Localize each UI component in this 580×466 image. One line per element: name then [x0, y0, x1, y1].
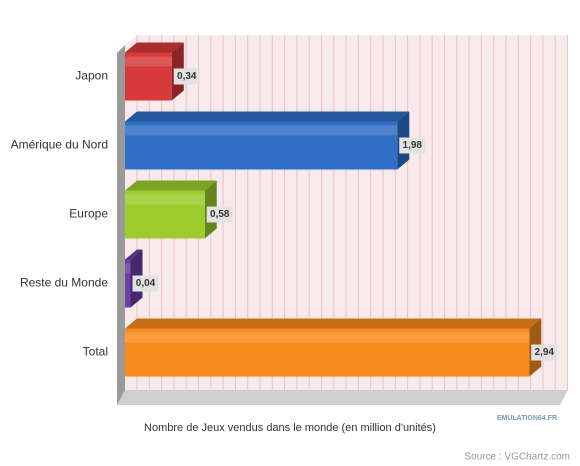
value-label: 1,98 — [403, 140, 423, 151]
bar-top-shade — [125, 318, 542, 329]
bar — [125, 259, 131, 308]
category-label: Reste du Monde — [20, 276, 108, 290]
value-label-box — [206, 206, 233, 223]
bar — [125, 121, 398, 170]
value-label-box — [399, 137, 426, 154]
floor — [117, 390, 568, 405]
bar-highlight — [125, 56, 172, 67]
value-label: 0,34 — [177, 71, 197, 82]
category-label: Europe — [69, 207, 108, 221]
value-label: 0,04 — [136, 278, 156, 289]
bar-highlight — [125, 263, 131, 274]
bar-highlight — [125, 125, 398, 136]
bar-top-shade — [125, 180, 217, 191]
bar-top-shade — [125, 249, 143, 260]
bar — [125, 328, 530, 377]
value-label: 2,94 — [535, 347, 555, 358]
bar-top — [125, 318, 542, 329]
bar-top — [125, 42, 184, 53]
value-label-box — [132, 275, 159, 292]
left-wall — [117, 45, 125, 405]
x-axis-title: Nombre de Jeux vendus dans le monde (en … — [144, 422, 436, 434]
bar — [125, 52, 172, 101]
bar-top-shade — [125, 42, 184, 53]
bar — [125, 190, 205, 239]
bar-top — [125, 111, 410, 122]
source: Source : VGChartz.com — [464, 452, 570, 463]
category-label: Amérique du Nord — [11, 138, 108, 152]
bar-top-shade — [125, 111, 410, 122]
bar-highlight — [125, 332, 530, 343]
category-label: Japon — [75, 69, 108, 83]
value-label-box — [173, 68, 200, 85]
value-label-box — [531, 344, 558, 361]
bar-top — [125, 180, 217, 191]
watermark: EMULATION64.FR — [497, 415, 557, 422]
value-label: 0,58 — [210, 209, 230, 220]
bar-highlight — [125, 194, 205, 205]
category-label: Total — [83, 345, 108, 359]
bar-top — [125, 249, 143, 260]
